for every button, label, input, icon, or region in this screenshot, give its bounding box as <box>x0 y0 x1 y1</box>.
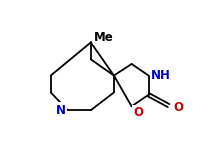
Text: Me: Me <box>94 31 114 44</box>
Text: N: N <box>56 104 66 117</box>
Text: NH: NH <box>151 69 171 82</box>
Text: O: O <box>133 106 143 119</box>
Text: O: O <box>173 101 183 114</box>
